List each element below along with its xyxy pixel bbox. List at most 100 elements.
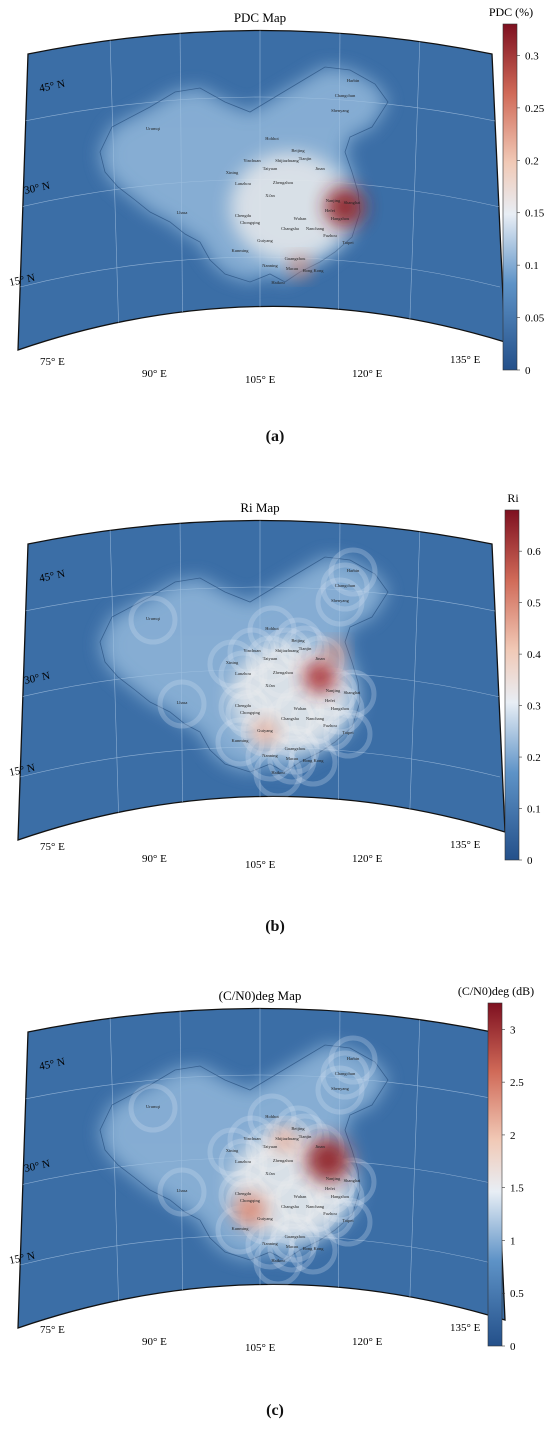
- figure-panel-c: (C/N0)deg Map Harbin Changchun Shenyang Urum…: [0, 978, 550, 1435]
- lon-label: 135° E: [450, 1322, 481, 1334]
- city-label: Xining: [226, 170, 239, 175]
- lon-label: 105° E: [245, 1342, 276, 1354]
- city-label: Nanjing: [326, 1176, 341, 1181]
- meridian-line: [109, 36, 121, 350]
- city-label: Jinan: [315, 166, 325, 171]
- lon-label: 105° E: [245, 859, 276, 871]
- lat-label: 30° N: [23, 180, 51, 197]
- colorbar-tick-label: 0.05: [525, 313, 545, 325]
- city-label: Hangzhou: [331, 1194, 350, 1199]
- lon-label: 120° E: [352, 368, 383, 380]
- colorbar-label: PDC (%): [489, 5, 533, 19]
- city-label: Hohhot: [265, 1114, 279, 1119]
- map-title: (C/N0)deg Map: [219, 988, 302, 1003]
- city-label: Lanzhou: [235, 1159, 251, 1164]
- colorbar-tick-label: 0.15: [525, 208, 545, 220]
- lon-label: 105° E: [245, 374, 276, 386]
- city-label: Chengdu: [235, 213, 252, 218]
- city-label: Changsha: [281, 226, 299, 231]
- coverage-ring: [328, 547, 378, 597]
- coverage-ring: [320, 562, 370, 612]
- city-label: Nanning: [262, 1241, 278, 1246]
- coverage-ring: [157, 1167, 207, 1217]
- city-label: Haikou: [271, 1258, 285, 1263]
- meridian-line: [407, 36, 421, 350]
- city-label: Tianjin: [299, 646, 313, 651]
- city-label: Hangzhou: [331, 216, 350, 221]
- city-label: Guangzhou: [285, 746, 306, 751]
- caption-c: (c): [266, 1402, 284, 1419]
- colorbar-tick-label: 3: [510, 1024, 516, 1036]
- lat-label: 45° N: [38, 568, 66, 585]
- city-label: Yinchuan: [243, 1136, 261, 1141]
- city-label: Lhasa: [177, 1188, 188, 1193]
- lat-label: 30° N: [23, 670, 51, 687]
- lat-label: 30° N: [23, 1158, 51, 1175]
- lon-label: 90° E: [142, 853, 167, 865]
- parallel-line: [19, 1074, 501, 1101]
- city-label: Xi'an: [265, 1171, 275, 1176]
- city-label: Urumqi: [146, 616, 161, 621]
- lat-label: 45° N: [38, 78, 66, 95]
- city-label: Tianjin: [299, 156, 313, 161]
- hotspot: [273, 1128, 297, 1152]
- colorbar-tick-label: 0.2: [527, 752, 541, 764]
- hotspot: [325, 187, 365, 227]
- city-label: Shijiazhuang: [275, 158, 299, 163]
- city-label: Changsha: [281, 1204, 299, 1209]
- city-label: Fuzhou: [323, 1211, 337, 1216]
- city-label: Guangzhou: [285, 256, 306, 261]
- city-label: Harbin: [347, 568, 360, 573]
- city-label: Zhengzhou: [273, 180, 294, 185]
- city-label: Nanchang: [306, 226, 325, 231]
- colorbar-tick-label: 0.3: [525, 50, 539, 62]
- city-label: Hong Kong: [302, 758, 324, 763]
- colorbar-tick-label: 0: [527, 855, 533, 867]
- city-label: Taiyuan: [263, 166, 278, 171]
- land-core: [230, 152, 350, 262]
- city-label: Guangzhou: [285, 1234, 306, 1239]
- lon-label: 75° E: [40, 356, 65, 368]
- colorbar-tick-label: 0: [525, 365, 531, 377]
- city-label: Yinchuan: [243, 158, 261, 163]
- country-outline: [99, 1044, 389, 1261]
- colorbar-tick-label: 0.4: [527, 649, 541, 661]
- coverage-ring: [253, 749, 303, 799]
- lon-label: 75° E: [40, 1324, 65, 1336]
- city-label: Macau: [286, 1244, 299, 1249]
- lat-label: 45° N: [38, 1056, 66, 1073]
- city-label: Tianjin: [299, 1134, 313, 1139]
- city-label: Kunming: [231, 1226, 249, 1231]
- lat-label: 15° N: [8, 1250, 36, 1267]
- city-label: Beijing: [291, 1126, 305, 1131]
- city-label: Haikou: [271, 280, 285, 285]
- city-label: Changchun: [335, 583, 356, 588]
- city-label: Guiyang: [257, 1216, 273, 1221]
- city-label: Xining: [226, 1148, 239, 1153]
- map-body: Harbin Changchun Shenyang Urumqi Hohhot Beiji…: [8, 1007, 506, 1354]
- city-label: Shijiazhuang: [275, 1136, 299, 1141]
- city-label: Beijing: [291, 638, 305, 643]
- city-label: Nanchang: [306, 716, 325, 721]
- city-label: Jinan: [315, 656, 325, 661]
- lon-label: 90° E: [142, 368, 167, 380]
- city-label: Macau: [286, 756, 299, 761]
- city-label: Shanghai: [344, 200, 361, 205]
- city-label: Lhasa: [177, 700, 188, 705]
- city-label: Hangzhou: [331, 706, 350, 711]
- colorbar-tick-label: 0.1: [527, 804, 541, 816]
- caption-a: (a): [265, 428, 285, 445]
- city-label: Guiyang: [257, 728, 273, 733]
- map-svg-a: PDC Map Harbin Changchun Shenyang Urumqi Hohh…: [8, 5, 545, 386]
- city-label: Nanjing: [326, 198, 341, 203]
- city-label: Nanchang: [306, 1204, 325, 1209]
- city-label: Shenyang: [331, 108, 349, 113]
- lon-label: 75° E: [40, 841, 65, 853]
- meridian-line: [109, 1014, 121, 1328]
- colorbar: [502, 23, 518, 371]
- lon-label: 90° E: [142, 1336, 167, 1348]
- colorbar-tick-label: 0.5: [510, 1288, 524, 1300]
- city-label: Changchun: [335, 1071, 356, 1076]
- city-label: Nanning: [262, 263, 278, 268]
- city-label: Hong Kong: [302, 1246, 324, 1251]
